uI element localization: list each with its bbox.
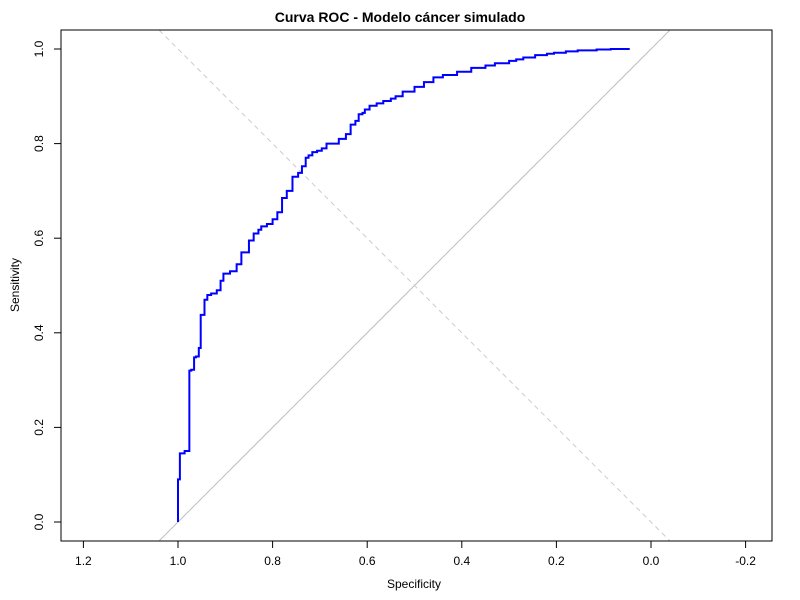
y-tick-label: 0.2	[32, 419, 46, 436]
x-tick-label: 0.2	[548, 554, 565, 568]
y-tick-label: 0.0	[32, 513, 46, 530]
x-tick-label: 0.4	[453, 554, 470, 568]
y-tick-label: 0.6	[32, 230, 46, 247]
chart-title: Curva ROC - Modelo cáncer simulado	[275, 9, 526, 25]
roc-curve-line	[177, 48, 630, 522]
x-tick-label: 0.0	[643, 554, 660, 568]
x-tick-label: 0.8	[264, 554, 281, 568]
x-axis-label: Specificity	[387, 577, 441, 591]
x-tick-label: 0.6	[359, 554, 376, 568]
x-tick-label: 1.2	[75, 554, 92, 568]
y-axis-label: Sensitivity	[8, 258, 22, 312]
y-tick-label: 0.4	[32, 324, 46, 341]
x-tick-label: -0.2	[735, 554, 756, 568]
x-tick-label: 1.0	[170, 554, 187, 568]
x-axis: 1.2 1.0 0.8 0.6 0.4 0.2 0.0 -0.2	[75, 540, 756, 568]
reference-lines	[158, 30, 671, 541]
dashed-reference-line	[158, 30, 671, 541]
y-tick-label: 0.8	[32, 135, 46, 152]
y-axis: 0.0 0.2 0.4 0.6 0.8 1.0	[32, 40, 62, 530]
y-tick-label: 1.0	[32, 40, 46, 57]
roc-series-layer	[177, 48, 630, 522]
